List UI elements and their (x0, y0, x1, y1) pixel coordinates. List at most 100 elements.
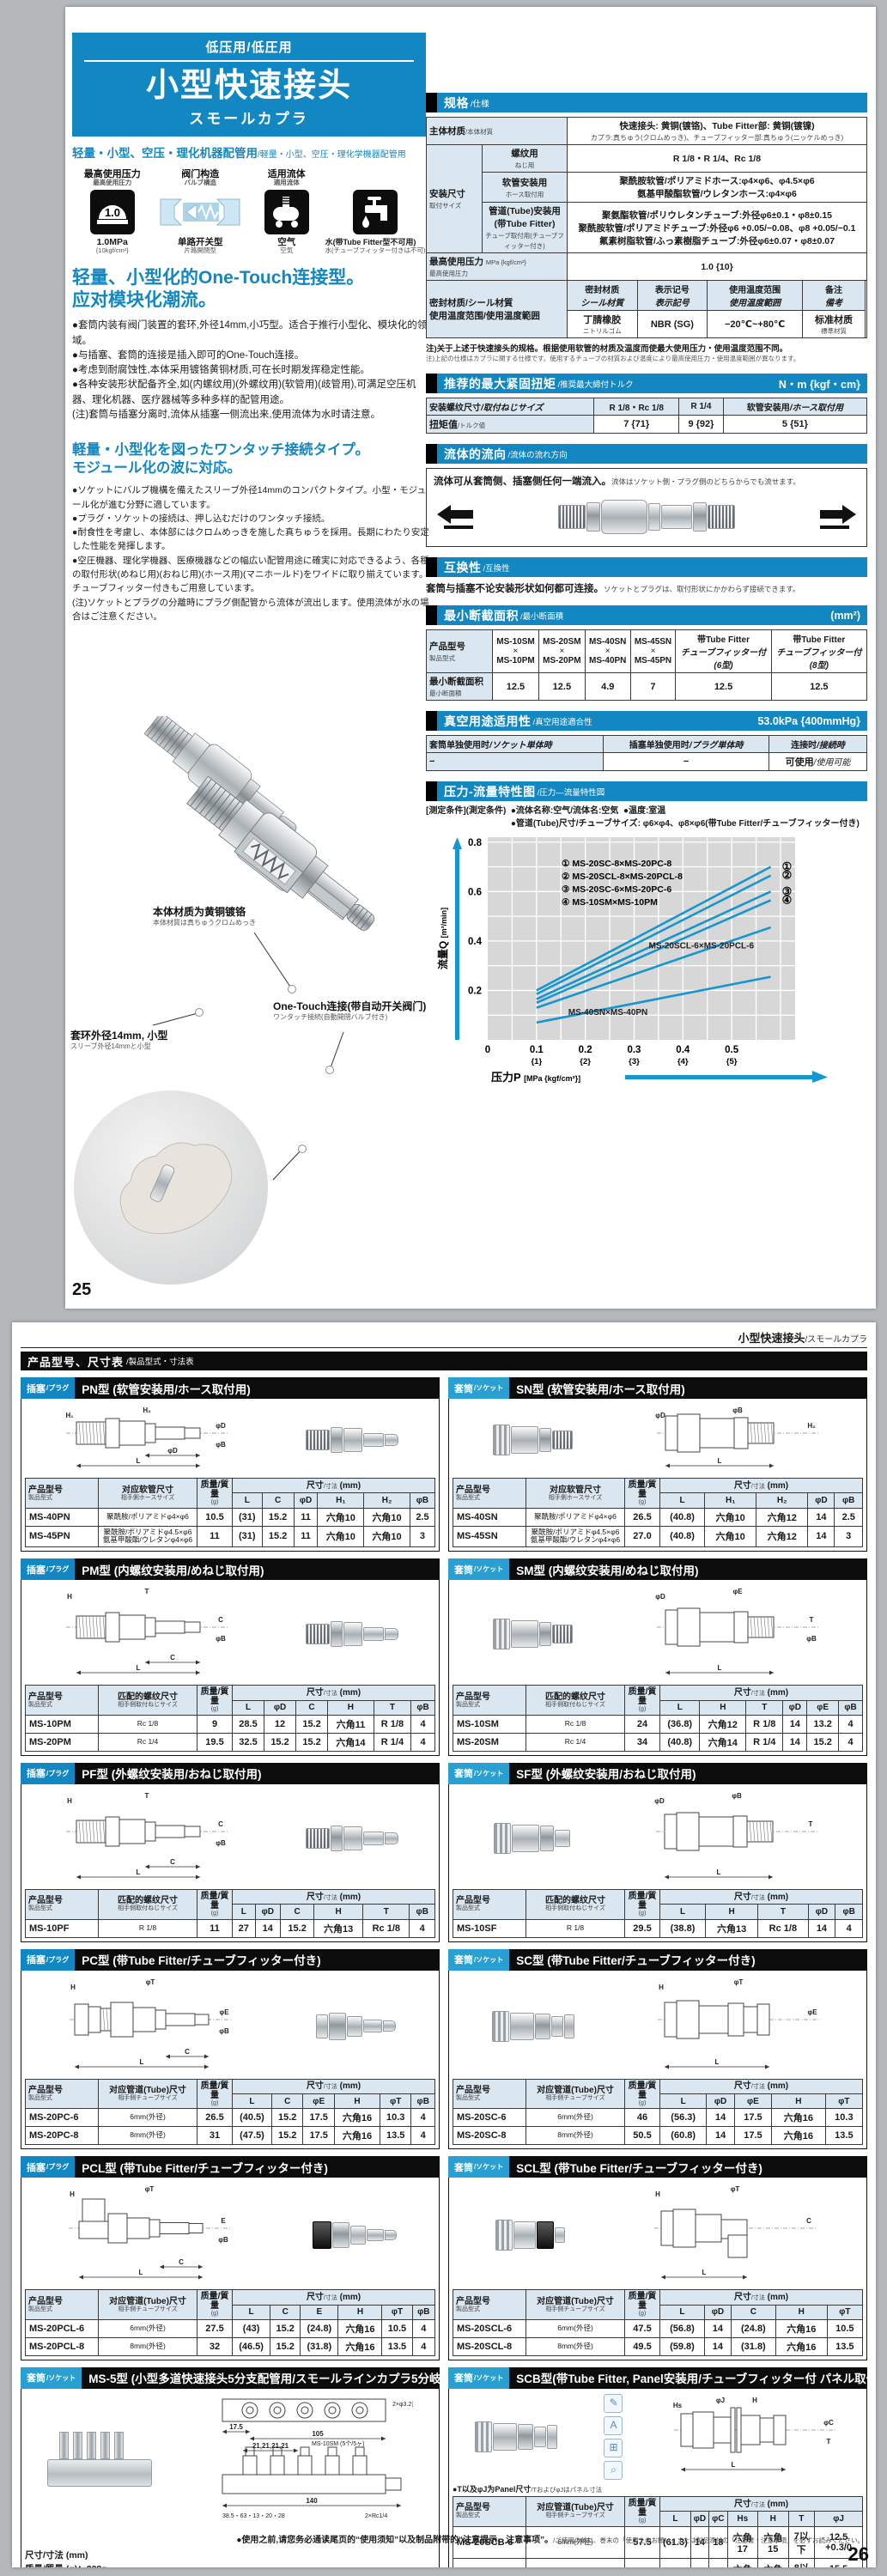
b: C (282, 2307, 289, 2318)
rect (698, 1816, 734, 1847)
text: MS-40SN×MS-40PN (568, 1008, 648, 1018)
td: 29.5 (624, 1918, 660, 1938)
line (88, 1421, 92, 1445)
b: 7以下 (793, 2530, 809, 2555)
b: 六角18 (763, 2565, 782, 2567)
b: 50.5 (633, 2130, 652, 2142)
b: 2.5 (416, 1511, 429, 1522)
b: 27.5 (205, 2323, 224, 2334)
svg (362, 197, 388, 228)
polygon (437, 505, 473, 524)
th: 尺寸/寸法 (mm) (659, 2078, 863, 2094)
i: 取付サイズ (429, 202, 462, 210)
tr: MS-20SC-8 8mm(外径) 50.5 (60.8) 14 17.5 六角16 13.5 (453, 2126, 864, 2146)
b: 32 (209, 2341, 221, 2352)
span (426, 374, 437, 393)
th: φB (411, 2304, 436, 2320)
div: 轻量、小型化的One-Touch连接型。 (72, 267, 365, 288)
rect (733, 1417, 749, 1449)
span (312, 2221, 331, 2250)
line (95, 1820, 99, 1843)
path (251, 843, 289, 879)
tr: 扭矩值/トルク値 7 {71} 9 {92} 5 {51} (425, 415, 868, 434)
polygon (664, 2064, 669, 2069)
b: − (683, 756, 690, 767)
td: (62.8) (659, 2557, 691, 2567)
td: 12.5 (675, 672, 772, 701)
b: 六角12 (767, 1532, 797, 1543)
pdf-edit-image-icon[interactable]: ✎ (604, 2393, 623, 2413)
line (536, 899, 772, 1005)
rect (222, 2474, 386, 2494)
i: 製品型式 (429, 654, 455, 662)
b: (56.3) (671, 2112, 696, 2123)
span: 尺寸/寸法 (mm) (25, 2550, 88, 2561)
product-table: 产品型号 製品型式 对应管道(Tube)尺寸 相手側チューブサイズ 质量/質量 (g)… (453, 2495, 863, 2567)
text: H (659, 1984, 664, 1991)
td: MS-10PM (25, 1714, 99, 1734)
text: φT (144, 2185, 154, 2193)
svg: L H₂ φD φB (655, 1406, 818, 1468)
th: 匹配的螺纹尺寸 相手側取付ねじサイズ (526, 1685, 625, 1716)
rect (242, 2455, 258, 2476)
section-min-area-header: 最小断截面积/最小断面積 (mm²) (426, 605, 867, 625)
th: H₁ (317, 1492, 365, 1509)
text: {2} (580, 1057, 591, 1066)
span (306, 1827, 331, 1849)
rect (699, 1418, 735, 1449)
b: H (720, 1703, 726, 1713)
line (78, 1421, 82, 1445)
i: / (258, 149, 260, 160)
b: 14 (694, 2537, 706, 2548)
td: R 1/4 (745, 1732, 784, 1752)
pdf-insert-icon[interactable]: ⊞ (604, 2438, 623, 2458)
rect (194, 2014, 210, 2026)
b: 13.2 (813, 1718, 832, 1729)
b: 17.5 (309, 2112, 328, 2123)
product-photo (492, 1425, 573, 1455)
pdf-zoom-icon[interactable]: ⌕ (604, 2460, 623, 2480)
i: 製品型式 (456, 1701, 480, 1708)
b: C (284, 2096, 291, 2106)
td: 14 (703, 2336, 732, 2356)
rect (747, 1422, 775, 1444)
svg (272, 197, 299, 228)
valve-structure-icon-group: 阀门构造 バルブ構造 单路开关型 片路開閉型 (153, 169, 248, 255)
b: 质量/質量 (200, 2081, 229, 2100)
td: Rc 1/4 (526, 1732, 625, 1752)
th: L (659, 1904, 706, 1920)
td: 9 {92} (678, 415, 724, 434)
b: 11 (210, 1531, 220, 1542)
catalog-page-25: 低压用/低圧用 小型快速接头 スモールカプラ 轻量・小型、空压・理化机器配管用/… (65, 7, 876, 1309)
line (756, 1422, 760, 1444)
text: φJ (716, 2397, 725, 2404)
th: 质量/質量 (g) (624, 2289, 660, 2320)
th: MS-20SM × MS-20PM (538, 629, 586, 673)
b: 14 (789, 1736, 800, 1747)
tr: 产品型号 製品型式 对应软管尺寸 相手側ホースサイズ 质量/質量 (g) 尺寸/寸法 … (25, 1477, 435, 1509)
tr: 最小断截面积 最小断面積 12.5 12.5 4.9 7 12.5 12.5 (426, 672, 868, 701)
td: 15.2 (270, 2318, 301, 2338)
td: 27 (232, 1918, 256, 1938)
td: 27.5 (197, 2318, 233, 2338)
pdf-edit-text-icon[interactable]: A (604, 2415, 623, 2435)
features-jp: ●ソケットにバルブ機構を備えたスリーブ外径14mmのコンパクトタイプ。小型・モジ… (72, 483, 431, 623)
td: (36.8) (659, 1714, 701, 1734)
flow-arrow-left-icon (437, 505, 473, 529)
i: /取付ねじサイズ (481, 404, 544, 413)
svg: 1.0 (96, 205, 128, 225)
th: 质量/質量 (g) (197, 1478, 233, 1509)
td: 10.5 (381, 2318, 413, 2338)
div: 套筒/ソケット MS-5型 (小型多道快速接头5分支配管用/スモールラインカプラ5… (21, 2366, 440, 2389)
polygon (769, 1670, 774, 1675)
td: 18 (708, 2525, 728, 2559)
air-compressor-icon (264, 190, 309, 235)
rect (76, 1615, 106, 1639)
i: /プラグ (46, 2163, 70, 2172)
i: /真空用途適合性 (532, 717, 592, 727)
b: H (354, 2096, 361, 2106)
